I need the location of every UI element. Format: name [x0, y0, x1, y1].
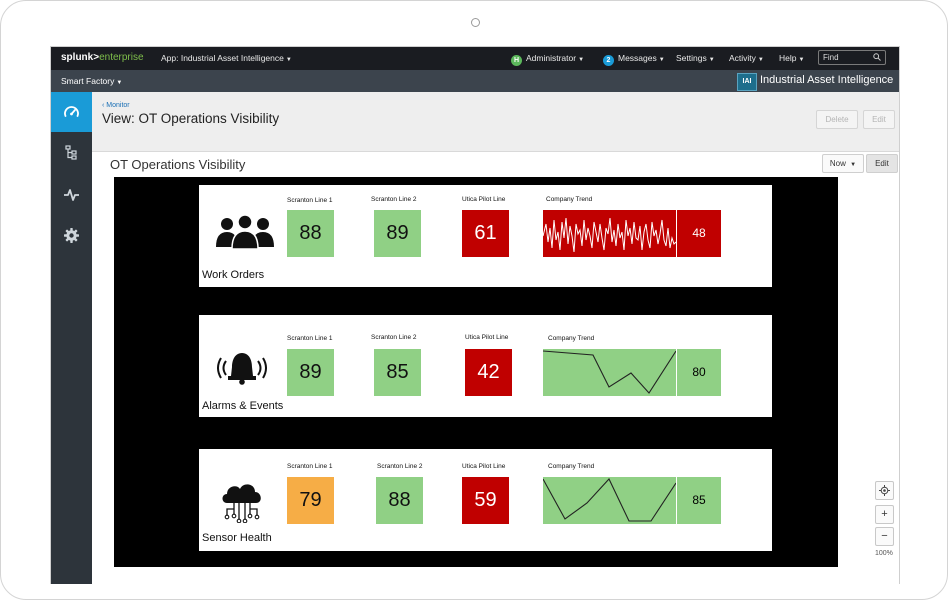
line3-value-tile[interactable]: 59 [462, 477, 509, 524]
sparkline-chart [542, 477, 677, 524]
plus-icon: + [881, 508, 888, 520]
dashboard-content: OT Operations Visibility Now ▼ Edit Work [92, 152, 899, 584]
settings-menu[interactable]: Settings ▼ [676, 53, 715, 63]
trend-label: Company Trend [546, 196, 593, 203]
chevron-down-icon: ▼ [658, 57, 665, 63]
trend-value: 80 [677, 349, 721, 396]
breadcrumb[interactable]: ‹ Monitor [102, 102, 130, 109]
chevron-down-icon: ▼ [116, 80, 123, 86]
people-icon [215, 214, 275, 254]
line2-label: Scranton Line 2 [377, 463, 423, 470]
sidebar-item-hierarchy[interactable] [51, 132, 92, 172]
trend-value: 85 [677, 477, 721, 524]
chevron-left-icon: ‹ [102, 102, 107, 109]
delete-button[interactable]: Delete [816, 110, 858, 129]
camera-dot [471, 18, 480, 27]
panel-sensor-health[interactable]: Sensor Health Scranton Line 1 79 Scranto… [199, 449, 772, 551]
messages-count-badge: 2 [603, 55, 614, 66]
view-header: ‹ Monitor View: OT Operations Visibility… [92, 92, 899, 152]
zoom-level: 100% [875, 550, 893, 557]
time-picker-button[interactable]: Now ▼ [822, 154, 864, 173]
panel-title: Alarms & Events [202, 400, 284, 412]
chevron-down-icon: ▼ [798, 57, 805, 63]
sparkline-chart [542, 349, 677, 396]
line2-value-tile[interactable]: 88 [376, 477, 423, 524]
edit-dashboard-button[interactable]: Edit [866, 154, 898, 173]
chevron-down-icon: ▼ [708, 57, 715, 63]
app-window: splunk>enterprise App: Industrial Asset … [50, 46, 900, 584]
sparkline-chart [542, 210, 677, 257]
line1-value-tile[interactable]: 79 [287, 477, 334, 524]
line3-value-tile[interactable]: 61 [462, 210, 509, 257]
crosshair-icon [879, 485, 890, 496]
trend-label: Company Trend [548, 463, 595, 470]
pulse-icon [64, 189, 79, 201]
line3-label: Utica Pilot Line [465, 334, 509, 341]
line3-value-tile[interactable]: 42 [465, 349, 512, 396]
help-menu[interactable]: Help ▼ [779, 53, 805, 63]
line3-label: Utica Pilot Line [462, 196, 506, 203]
chevron-down-icon: ▼ [578, 57, 585, 63]
app-title[interactable]: Industrial Asset Intelligence [760, 74, 894, 86]
hierarchy-icon [65, 145, 77, 160]
line1-label: Scranton Line 1 [287, 197, 333, 204]
sidebar [51, 92, 92, 584]
chevron-down-icon: ▼ [285, 57, 292, 63]
line3-label: Utica Pilot Line [462, 463, 506, 470]
chevron-down-icon: ▼ [757, 57, 764, 63]
page-title: View: OT Operations Visibility [102, 111, 280, 126]
trend-label: Company Trend [548, 335, 595, 342]
activity-menu[interactable]: Activity ▼ [729, 53, 764, 63]
splunk-logo[interactable]: splunk>enterprise [61, 52, 144, 63]
find-input[interactable]: Find [818, 50, 886, 65]
line1-value-tile[interactable]: 88 [287, 210, 334, 257]
trend-sparkline[interactable]: 48 [542, 210, 721, 257]
panel-title: Work Orders [202, 269, 265, 281]
zoom-in-button[interactable]: + [875, 505, 894, 524]
trend-sparkline[interactable]: 80 [542, 349, 721, 396]
panel-work-orders[interactable]: Work Orders Scranton Line 1 88 Scranton … [199, 185, 772, 287]
zoom-out-button[interactable]: − [875, 527, 894, 546]
panel-alarms-events[interactable]: Alarms & Events Scranton Line 1 89 Scran… [199, 315, 772, 417]
app-logo-badge: IAI [737, 73, 757, 91]
locate-button[interactable] [875, 481, 894, 500]
user-avatar: H [511, 55, 522, 66]
line1-label: Scranton Line 1 [287, 335, 333, 342]
sidebar-item-settings[interactable] [51, 215, 92, 255]
trend-sparkline[interactable]: 85 [542, 477, 721, 524]
bell-icon [217, 351, 267, 390]
dashboard-canvas: Work Orders Scranton Line 1 88 Scranton … [114, 177, 838, 567]
top-navigation-bar: splunk>enterprise App: Industrial Asset … [51, 47, 899, 70]
app-menu-label: App: Industrial Asset Intelligence [161, 53, 284, 63]
cloud-circuit-icon [219, 481, 265, 528]
trend-value: 48 [677, 210, 721, 257]
context-menu[interactable]: Smart Factory ▼ [61, 76, 123, 86]
search-icon [873, 53, 881, 63]
user-menu[interactable]: H Administrator ▼ [511, 53, 584, 66]
line1-label: Scranton Line 1 [287, 463, 333, 470]
gauge-icon [64, 106, 79, 117]
line2-value-tile[interactable]: 85 [374, 349, 421, 396]
sidebar-item-activity[interactable] [51, 174, 92, 214]
chevron-down-icon: ▼ [850, 162, 857, 168]
messages-menu[interactable]: 2 Messages ▼ [603, 53, 665, 66]
panel-title: Sensor Health [202, 532, 272, 544]
app-menu[interactable]: App: Industrial Asset Intelligence ▼ [161, 53, 292, 63]
sidebar-item-monitor[interactable] [51, 92, 92, 132]
edit-view-button[interactable]: Edit [863, 110, 895, 129]
line2-value-tile[interactable]: 89 [374, 210, 421, 257]
line1-value-tile[interactable]: 89 [287, 349, 334, 396]
gear-icon [64, 228, 79, 243]
minus-icon: − [881, 530, 888, 542]
line2-label: Scranton Line 2 [371, 334, 417, 341]
line2-label: Scranton Line 2 [371, 196, 417, 203]
dashboard-title: OT Operations Visibility [110, 157, 246, 172]
app-bar: Smart Factory ▼ IAI Industrial Asset Inte… [51, 70, 899, 92]
